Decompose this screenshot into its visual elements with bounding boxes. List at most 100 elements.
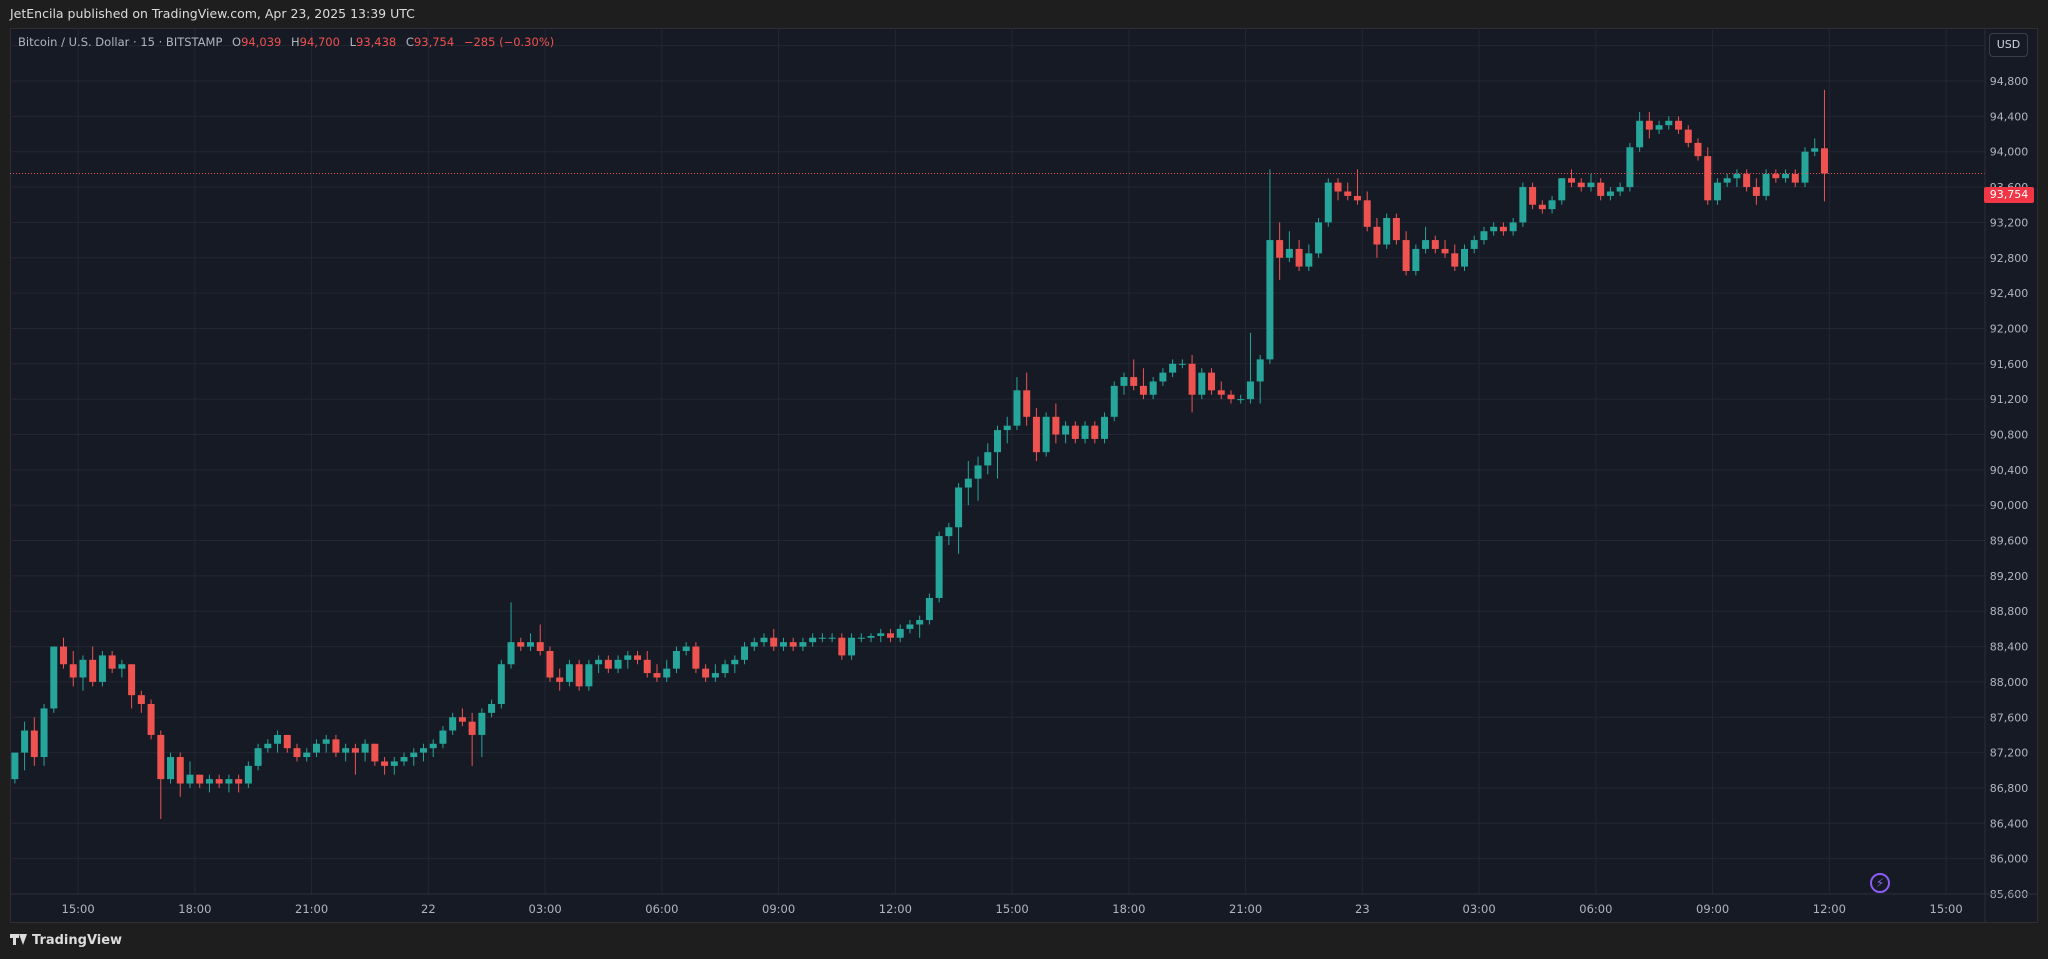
- candle-body: [536, 642, 544, 651]
- candle-body: [50, 646, 58, 709]
- x-tick-label: 18:00: [1112, 902, 1145, 916]
- candle-body: [322, 739, 330, 744]
- candle-body: [1558, 178, 1566, 201]
- candle-body: [1811, 148, 1819, 152]
- candle-body: [1149, 381, 1157, 395]
- candle-body: [478, 712, 486, 735]
- candle-body: [556, 677, 564, 682]
- candle-body: [1062, 425, 1070, 435]
- candle-body: [789, 642, 797, 647]
- candle-body: [848, 637, 856, 656]
- candle-body: [1529, 187, 1537, 205]
- candle-body: [1675, 120, 1683, 130]
- candle-body: [634, 655, 642, 660]
- publisher-bar: JetEncila published on TradingView.com, …: [0, 0, 2048, 28]
- candle-body: [1217, 390, 1225, 395]
- candle-body: [205, 779, 213, 784]
- y-tick-label: 93,200: [1990, 216, 2029, 229]
- candle-body: [1470, 240, 1478, 249]
- candle-body: [653, 673, 661, 678]
- candle-body: [799, 642, 807, 647]
- candle-body: [1791, 173, 1799, 183]
- candle-body: [60, 646, 68, 665]
- candle-body: [1237, 399, 1245, 401]
- candle-body: [1169, 363, 1177, 373]
- candle-body: [235, 779, 243, 784]
- candle-body: [565, 664, 573, 682]
- candle-body: [332, 739, 340, 753]
- candle-body: [264, 743, 272, 749]
- candle-body: [254, 748, 262, 766]
- candle-body: [128, 664, 136, 696]
- candle-body: [867, 635, 875, 638]
- change-value: −285 (−0.30%): [463, 35, 555, 49]
- candlestick-chart[interactable]: 95,20094,80094,40094,00093,60093,20092,8…: [10, 28, 2038, 923]
- candle-body: [779, 642, 787, 647]
- x-tick-label: 21:00: [1229, 902, 1262, 916]
- candle-body: [1655, 125, 1663, 130]
- candle-body: [497, 664, 505, 705]
- candle-body: [1645, 120, 1653, 130]
- candle-body: [1743, 173, 1751, 188]
- candle-body: [877, 633, 885, 636]
- candle-body: [527, 642, 535, 647]
- candle-body: [381, 761, 389, 766]
- y-tick-label: 92,800: [1990, 252, 2029, 265]
- y-tick-label: 88,400: [1990, 641, 2029, 654]
- symbol-legend: Bitcoin / U.S. Dollar · 15 · BITSTAMP O9…: [18, 35, 554, 49]
- bolt-icon[interactable]: ⚡: [1870, 873, 1890, 893]
- candle-body: [342, 748, 350, 753]
- candle-body: [1052, 416, 1060, 435]
- tradingview-logo[interactable]: TradingView: [10, 933, 122, 948]
- y-tick-label: 86,800: [1990, 782, 2029, 795]
- candle-body: [1713, 182, 1721, 201]
- candle-body: [98, 655, 106, 682]
- y-tick-label: 88,800: [1990, 605, 2029, 618]
- candle-body: [1373, 226, 1381, 245]
- y-tick-label: 94,800: [1990, 75, 2029, 88]
- candle-body: [21, 730, 29, 753]
- candle-body: [1606, 191, 1614, 196]
- close-label: C: [405, 35, 414, 49]
- y-tick-label: 89,200: [1990, 570, 2029, 583]
- candle-body: [429, 743, 437, 749]
- candle-body: [1441, 248, 1449, 254]
- candle-body: [410, 752, 418, 758]
- candle-body: [517, 642, 525, 647]
- high-label: H: [291, 35, 300, 49]
- candle-body: [1451, 253, 1459, 267]
- candle-body: [1772, 173, 1780, 179]
- candle-body: [1392, 217, 1400, 241]
- open-label: O: [232, 35, 242, 49]
- currency-button[interactable]: USD: [1989, 33, 2028, 57]
- candle-body: [108, 655, 116, 669]
- candle-body: [312, 743, 320, 753]
- candle-body: [1383, 217, 1391, 245]
- candle-body: [1616, 187, 1624, 192]
- candle-body: [1723, 178, 1731, 183]
- candle-body: [955, 487, 963, 528]
- candle-body: [585, 664, 593, 687]
- x-tick-label: 03:00: [1463, 902, 1496, 916]
- candle-body: [575, 664, 583, 687]
- candle-body: [945, 527, 953, 537]
- candle-body: [225, 779, 233, 784]
- candle-body: [1402, 240, 1410, 272]
- y-tick-label: 88,000: [1990, 676, 2029, 689]
- y-tick-label: 91,200: [1990, 393, 2029, 406]
- candle-body: [1353, 195, 1361, 201]
- close-value: 93,754: [413, 35, 455, 49]
- candle-body: [1198, 372, 1206, 395]
- candle-body: [1159, 372, 1167, 382]
- candle-body: [994, 430, 1001, 453]
- candle-body: [906, 624, 914, 629]
- y-tick-label: 86,000: [1990, 853, 2029, 866]
- candle-body: [1597, 182, 1605, 196]
- x-tick-label: 06:00: [645, 902, 678, 916]
- candle-body: [663, 668, 671, 678]
- candle-body: [371, 743, 379, 762]
- candle-body: [984, 452, 992, 466]
- x-tick-label: 12:00: [1813, 902, 1846, 916]
- candle-body: [1684, 129, 1692, 143]
- footer-bar: [0, 923, 2048, 959]
